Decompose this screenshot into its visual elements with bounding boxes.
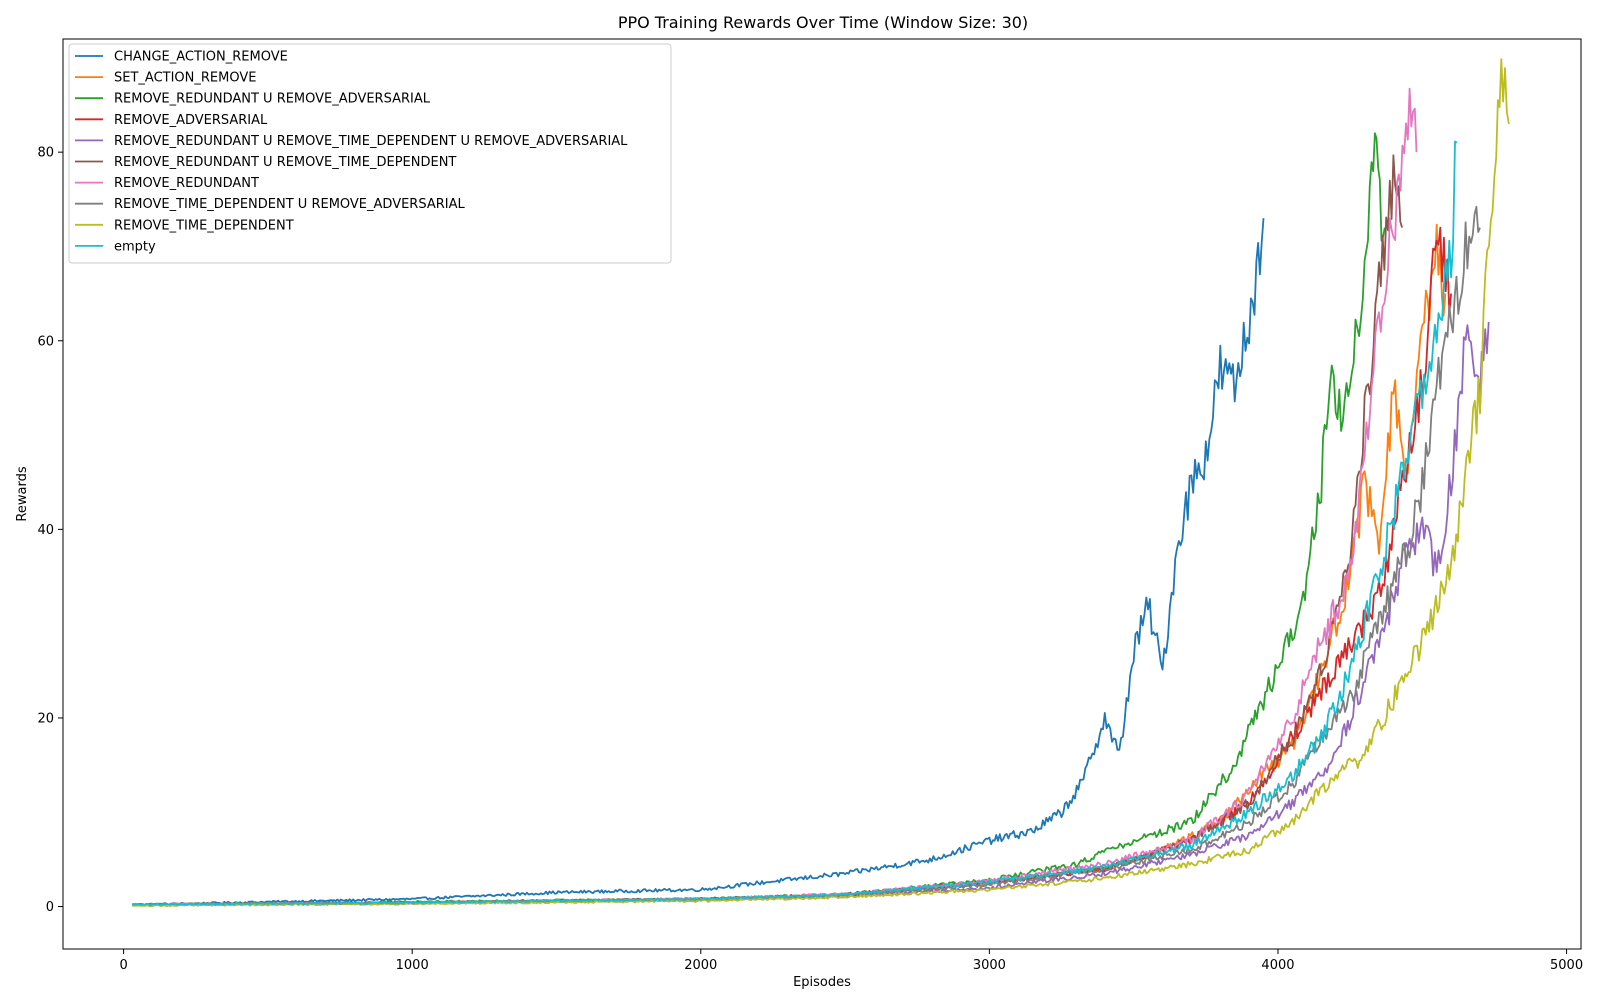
legend: CHANGE_ACTION_REMOVE SET_ACTION_REMOVE REM… xyxy=(68,43,672,264)
series-line xyxy=(132,58,1510,908)
legend-label: REMOVE_TIME_DEPENDENT xyxy=(114,218,294,233)
legend-label: REMOVE_REDUNDANT xyxy=(114,176,259,191)
legend-label: REMOVE_REDUNDANT U REMOVE_TIME_DEPENDENT xyxy=(114,155,456,170)
series-line xyxy=(131,321,1490,907)
series-line xyxy=(131,140,1458,907)
legend-label: CHANGE_ACTION_REMOVE xyxy=(114,50,288,65)
x-tick-label: 4000 xyxy=(1261,958,1294,973)
y-tick-label: 40 xyxy=(37,523,54,538)
y-tick-label: 80 xyxy=(37,146,54,161)
legend-label: REMOVE_REDUNDANT U REMOVE_TIME_DEPENDENT… xyxy=(114,134,628,149)
chart-title: PPO Training Rewards Over Time (Window S… xyxy=(618,13,1028,32)
y-tick-label: 60 xyxy=(37,334,54,349)
x-axis-label: Episodes xyxy=(793,975,851,990)
plot-area-frame xyxy=(62,38,1582,950)
legend-label: REMOVE_ADVERSARIAL xyxy=(114,113,268,128)
legend-label: empty xyxy=(114,239,156,254)
y-tick-label: 20 xyxy=(37,711,54,726)
legend-label: REMOVE_REDUNDANT U REMOVE_ADVERSARIAL xyxy=(114,92,431,107)
series-line xyxy=(131,218,1265,906)
legend-label: SET_ACTION_REMOVE xyxy=(114,71,256,86)
legend-frame xyxy=(68,43,672,264)
x-tick-label: 1000 xyxy=(396,958,429,973)
x-tick-label: 5000 xyxy=(1550,958,1583,973)
x-tick-label: 0 xyxy=(119,958,127,973)
legend-label: REMOVE_TIME_DEPENDENT U REMOVE_ADVERSARI… xyxy=(114,197,465,212)
x-tick-label: 3000 xyxy=(973,958,1006,973)
y-axis-ticks: 0 20 40 60 80 xyxy=(37,146,63,915)
series-lines xyxy=(131,58,1510,908)
y-tick-label: 0 xyxy=(46,900,54,915)
y-axis-label: Rewards xyxy=(15,466,30,521)
series-line xyxy=(132,205,1481,907)
x-axis-ticks: 0 1000 2000 3000 4000 5000 xyxy=(119,949,1583,973)
x-tick-label: 2000 xyxy=(684,958,717,973)
